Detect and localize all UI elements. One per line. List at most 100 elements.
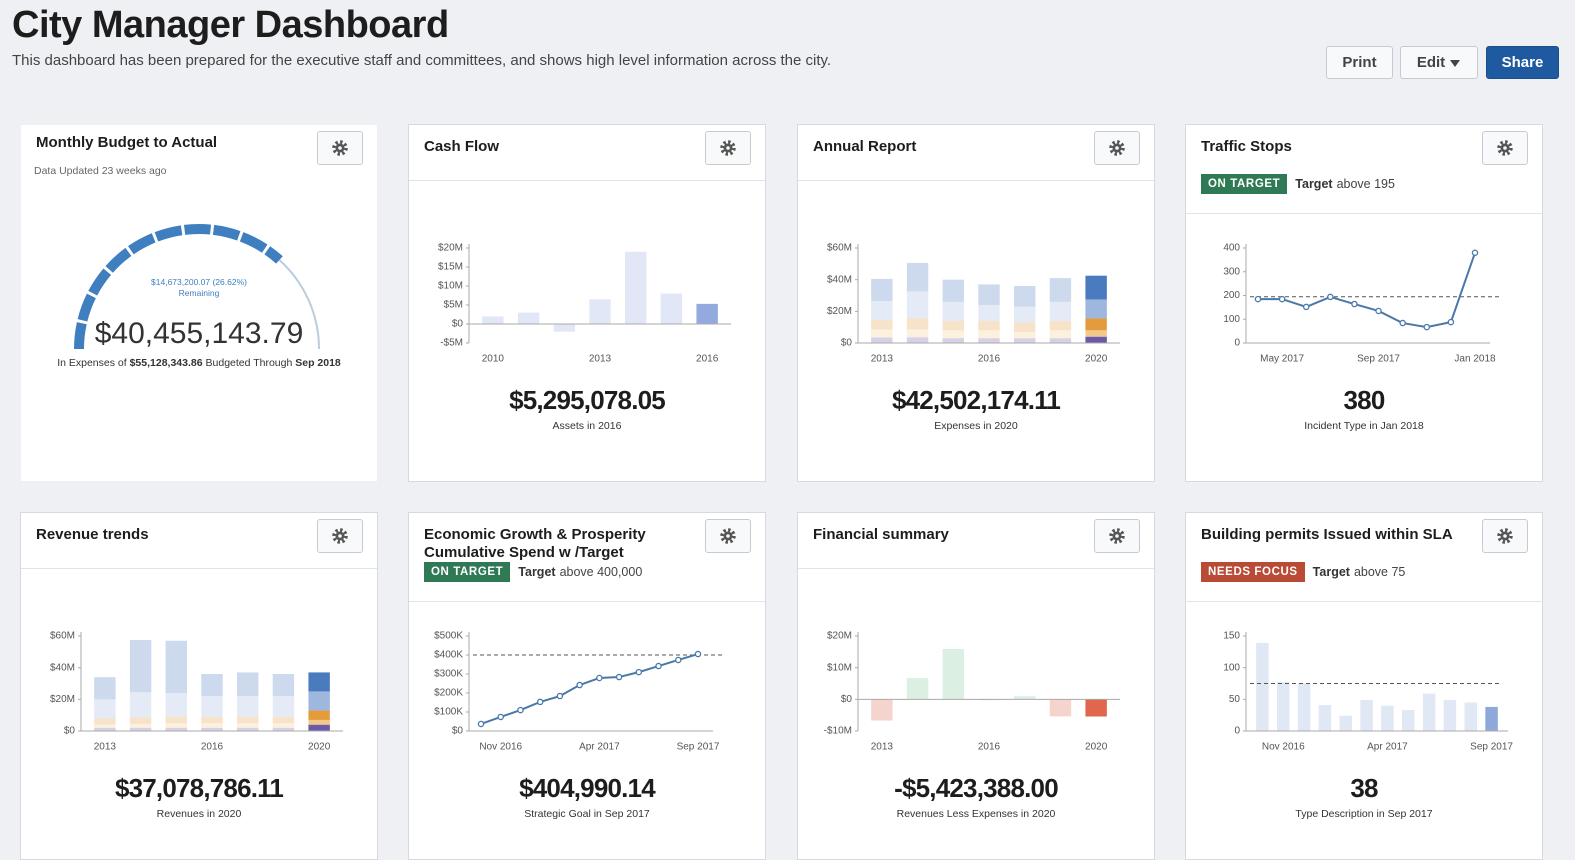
caption-text: Budgeted Through bbox=[205, 357, 293, 369]
point bbox=[675, 656, 682, 664]
gear-hole bbox=[726, 534, 730, 538]
bar-segment bbox=[94, 699, 116, 719]
bar bbox=[1297, 683, 1311, 731]
settings-button[interactable] bbox=[1482, 131, 1528, 165]
y-tick-label: 0 bbox=[1234, 726, 1240, 737]
bar-segment bbox=[272, 723, 295, 728]
gear-teeth bbox=[1109, 528, 1125, 544]
bar-segment bbox=[165, 716, 187, 724]
y-tick-label: 150 bbox=[1223, 631, 1240, 642]
bar-segment bbox=[237, 716, 259, 724]
bar-segment bbox=[871, 320, 893, 330]
y-tick-label: $0 bbox=[841, 694, 853, 705]
point bbox=[1375, 307, 1382, 315]
settings-button[interactable] bbox=[317, 131, 363, 165]
bar-segment bbox=[1049, 338, 1072, 343]
y-tick-label: 100 bbox=[1223, 662, 1240, 673]
bar-segment bbox=[201, 696, 223, 717]
point bbox=[497, 713, 504, 721]
status-badge: ON TARGET bbox=[1201, 174, 1288, 194]
gear-hole bbox=[338, 146, 342, 150]
kpi-caption: Expenses in 2020 bbox=[934, 420, 1018, 432]
status-row: ON TARGET Target above 195 bbox=[1201, 174, 1395, 194]
settings-button[interactable] bbox=[317, 519, 363, 553]
bar-segment bbox=[201, 727, 223, 731]
gear-hole bbox=[338, 534, 342, 538]
status-row: NEEDS FOCUS Target above 75 bbox=[1201, 562, 1405, 582]
chart: -$10M $0 $10M $20M 2013 2016 2020 bbox=[824, 631, 1120, 753]
target-text: above 75 bbox=[1353, 565, 1406, 579]
y-tick-label: $0 bbox=[452, 726, 464, 737]
bar-segment bbox=[1014, 306, 1036, 323]
gauge-spent-arc bbox=[74, 224, 283, 350]
x-tick-label: 2010 bbox=[482, 354, 505, 365]
bar-segment bbox=[165, 693, 187, 717]
kpi-caption: Type Description in Sep 2017 bbox=[1295, 808, 1433, 820]
button-label: Share bbox=[1501, 54, 1544, 71]
bar-segment bbox=[165, 723, 187, 728]
kpi-value: $42,502,174.11 bbox=[891, 385, 1061, 415]
kpi-value: 380 bbox=[1343, 385, 1386, 415]
bar-segment bbox=[942, 279, 964, 302]
bar-segment bbox=[942, 330, 964, 339]
bar bbox=[517, 312, 540, 324]
y-tick-label: $0 bbox=[64, 726, 76, 737]
x-tick-label: Sep 2017 bbox=[1470, 742, 1513, 753]
y-tick-label: $20M bbox=[438, 243, 463, 254]
bar bbox=[553, 324, 575, 332]
point bbox=[1447, 318, 1455, 326]
bar-segment bbox=[94, 724, 116, 728]
status-badge: ON TARGET bbox=[424, 562, 511, 582]
point bbox=[477, 720, 485, 728]
button-label: Edit bbox=[1416, 54, 1446, 71]
y-tick-label: -$5M bbox=[440, 338, 463, 349]
share-button[interactable]: Share bbox=[1486, 46, 1559, 79]
remaining-caption: Remaining bbox=[178, 288, 220, 298]
x-tick-label: Sep 2017 bbox=[677, 742, 720, 753]
bar-segment bbox=[94, 727, 116, 731]
edit-button[interactable]: Edit bbox=[1400, 46, 1478, 79]
bar-segment bbox=[272, 727, 295, 731]
gear-hole bbox=[1115, 146, 1119, 150]
y-tick-label: $500K bbox=[434, 631, 463, 642]
print-button[interactable]: Print bbox=[1326, 46, 1393, 79]
settings-button[interactable] bbox=[705, 131, 751, 165]
bar bbox=[1014, 696, 1036, 700]
y-tick-label: $200K bbox=[434, 688, 463, 699]
settings-button[interactable] bbox=[1094, 519, 1140, 553]
bar-segment bbox=[1085, 330, 1107, 337]
y-tick-label: 0 bbox=[1234, 338, 1240, 349]
point bbox=[1423, 323, 1431, 331]
gear-teeth bbox=[1109, 140, 1125, 156]
bar-segment bbox=[237, 727, 259, 731]
bar bbox=[1485, 706, 1498, 731]
kpi-caption: Incident Type in Jan 2018 bbox=[1304, 420, 1424, 432]
button-label: Print bbox=[1342, 54, 1377, 71]
bar bbox=[589, 299, 611, 324]
settings-button[interactable] bbox=[705, 519, 751, 553]
chart: $0 $20M $40M $60M 2013 2016 2020 bbox=[50, 631, 343, 753]
bar-segment bbox=[308, 710, 330, 720]
point bbox=[615, 673, 623, 681]
kpi-caption: Assets in 2016 bbox=[552, 420, 622, 432]
y-tick-label: $60M bbox=[827, 243, 852, 254]
point bbox=[1254, 295, 1262, 303]
target-word: Target bbox=[1295, 177, 1333, 191]
y-tick-label: $100K bbox=[434, 707, 463, 718]
card: Traffic Stops ON TARGET Target above 195 0 10… bbox=[1185, 124, 1543, 482]
remaining-amount: $14,673,200.07 (26.62%) bbox=[151, 277, 247, 287]
dashboard-description: This dashboard has been prepared for the… bbox=[12, 52, 832, 69]
dropdown-arrow bbox=[1450, 59, 1461, 67]
bar-segment bbox=[201, 674, 223, 697]
x-tick-label: 2016 bbox=[696, 354, 719, 365]
settings-button[interactable] bbox=[1094, 131, 1140, 165]
bar-segment bbox=[1085, 318, 1107, 331]
bar-segment bbox=[978, 284, 1000, 305]
point bbox=[1471, 249, 1479, 256]
bar bbox=[1360, 699, 1373, 731]
bar bbox=[1464, 702, 1477, 731]
bar bbox=[1381, 705, 1394, 731]
settings-button[interactable] bbox=[1482, 519, 1528, 553]
chart: 0 100 200 300 400 May 2017 Sep 2017 Jan 2018 bbox=[1223, 243, 1502, 365]
bar-segment bbox=[129, 639, 152, 693]
